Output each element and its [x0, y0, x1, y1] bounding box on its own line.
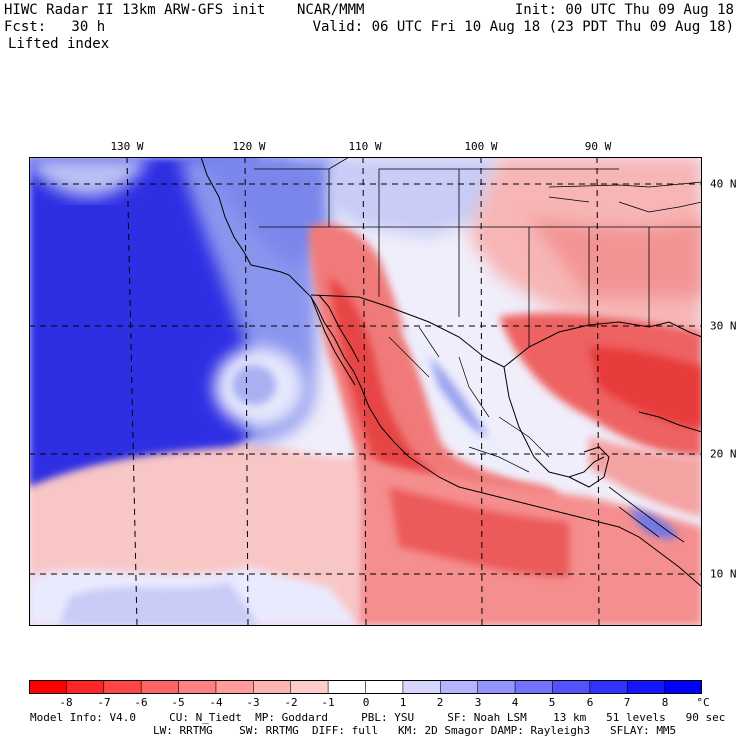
colorbar-swatch — [253, 680, 292, 694]
colorbar-swatch — [178, 680, 217, 694]
colorbar-swatch — [589, 680, 628, 694]
colorbar-swatch — [664, 680, 702, 694]
colorbar-swatch — [365, 680, 404, 694]
cb-label: -1 — [321, 696, 335, 709]
init-time: Init: 00 UTC Thu 09 Aug 18 — [514, 2, 734, 18]
cb-label: 2 — [436, 696, 444, 709]
cb-label: 6 — [586, 696, 594, 709]
lon-label-120w: 120 W — [232, 140, 266, 153]
colorbar-swatch — [141, 680, 180, 694]
cb-label: -6 — [134, 696, 148, 709]
cb-label: -7 — [97, 696, 111, 709]
forecast-hour: Fcst: 30 h — [4, 19, 106, 35]
lat-label-20n: 20 N — [710, 447, 737, 461]
colorbar-swatch — [103, 680, 142, 694]
colorbar-swatch — [290, 680, 329, 694]
valid-time: Valid: 06 UTC Fri 10 Aug 18 (23 PDT Thu … — [312, 19, 734, 35]
lat-label-40n: 40 N — [710, 177, 737, 191]
model-info-line1: Model Info: V4.0 CU: N_Tiedt MP: Goddard… — [30, 711, 726, 724]
lat-label-10n: 10 N — [710, 567, 737, 581]
colorbar-swatch — [552, 680, 591, 694]
cb-label: 8 — [661, 696, 669, 709]
cb-label: 3 — [474, 696, 482, 709]
cb-label: -3 — [246, 696, 260, 709]
colorbar-swatch — [328, 680, 366, 694]
lon-label-130w: 130 W — [110, 140, 144, 153]
lon-label-110w: 110 W — [348, 140, 382, 153]
cb-label: -4 — [209, 696, 223, 709]
institution-label: NCAR/MMM — [297, 2, 365, 18]
cb-label: 7 — [623, 696, 631, 709]
cb-label: -8 — [59, 696, 73, 709]
colorbar-swatch — [29, 680, 67, 694]
cb-label: 1 — [399, 696, 407, 709]
lat-label-30n: 30 N — [710, 319, 737, 333]
colorbar-unit: °C — [696, 696, 710, 709]
cb-label: 4 — [511, 696, 519, 709]
colorbar-swatch — [515, 680, 553, 694]
cb-label: -5 — [171, 696, 185, 709]
colorbar-swatch — [215, 680, 254, 694]
lon-label-100w: 100 W — [464, 140, 498, 153]
cb-label: 5 — [548, 696, 556, 709]
field-name: Lifted index — [8, 36, 110, 52]
colorbar-swatch — [440, 680, 479, 694]
colorbar-swatch — [627, 680, 666, 694]
colorbar-swatch — [477, 680, 516, 694]
lifted-index-map — [29, 157, 702, 626]
cb-label: -2 — [284, 696, 298, 709]
colorbar — [29, 680, 702, 694]
cb-label: 0 — [362, 696, 370, 709]
lon-label-90w: 90 W — [584, 140, 612, 153]
model-info-line2: LW: RRTMG SW: RRTMG DIFF: full KM: 2D Sm… — [153, 724, 677, 737]
colorbar-swatch — [66, 680, 105, 694]
model-title: HIWC Radar II 13km ARW-GFS init — [4, 2, 266, 18]
colorbar-swatch — [402, 680, 441, 694]
